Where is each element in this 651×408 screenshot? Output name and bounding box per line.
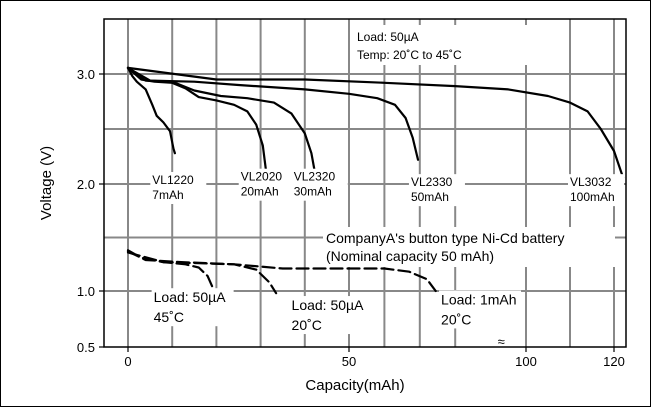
- x-tick-label: 50: [342, 354, 356, 369]
- y-tick-label: 0.5: [77, 340, 95, 355]
- annotation-backing: [353, 25, 563, 65]
- series-label-load: Load: 1mAh: [441, 291, 517, 307]
- y-tick-label: 1.0: [77, 284, 95, 299]
- x-tick-label: 120: [603, 354, 625, 369]
- series-label-backing: [408, 174, 465, 207]
- lithium-conditions-line: Temp: 20˚C to 45˚C: [357, 48, 462, 62]
- series-label-temp: 20˚C: [292, 317, 322, 333]
- x-tick-label: 0: [124, 354, 131, 369]
- series-line-8: [126, 251, 437, 293]
- nicd-caption-line: (Nominal capacity 50 mAh): [326, 248, 494, 264]
- series-label-backing: [289, 296, 372, 335]
- series-label-capacity: 100mAh: [570, 190, 615, 204]
- series-label-backing: [150, 172, 207, 204]
- series-label-backing: [568, 174, 624, 207]
- series-label-capacity: 7mAh: [152, 188, 183, 202]
- nicd-caption-backing: [323, 227, 615, 267]
- y-tick-label: 2.0: [77, 177, 95, 192]
- series-label-temp: 45˚C: [154, 309, 184, 325]
- series-label-capacity: 20mAh: [241, 185, 279, 199]
- lithium-conditions-line: Load: 50µA: [357, 30, 419, 44]
- plot-frame: [103, 18, 627, 348]
- series-label-name: VL2320: [294, 170, 336, 184]
- x-axis-title: Capacity(mAh): [305, 377, 404, 394]
- y-tick-label: 3.0: [77, 67, 95, 82]
- series-label-capacity: 50mAh: [411, 190, 449, 204]
- series-label-name: VL2020: [241, 170, 283, 184]
- y-axis-title: Voltage (V): [38, 146, 55, 220]
- series-line-2: [126, 66, 268, 175]
- series-line-4: [126, 66, 420, 161]
- axis-break-mark: ≈: [498, 334, 505, 349]
- series-line-5: [126, 66, 625, 179]
- series-label-backing: [291, 168, 348, 201]
- series-label-capacity: 30mAh: [294, 185, 332, 199]
- series-label-load: Load: 50µA: [154, 289, 227, 305]
- series-label-backing: [439, 290, 522, 329]
- nicd-caption-line: CompanyA's button type Ni-Cd battery: [326, 230, 564, 246]
- series-label-load: Load: 50µA: [292, 297, 365, 313]
- series-line-1: [126, 66, 176, 155]
- series-label-name: VL1220: [152, 173, 194, 187]
- x-tick-label: 100: [515, 354, 537, 369]
- series-label-backing: [151, 288, 234, 327]
- series-label-temp: 20˚C: [441, 311, 471, 327]
- series-label-name: VL2330: [411, 175, 453, 189]
- series-label-backing: [238, 168, 295, 201]
- series-label-name: VL3032: [570, 175, 612, 189]
